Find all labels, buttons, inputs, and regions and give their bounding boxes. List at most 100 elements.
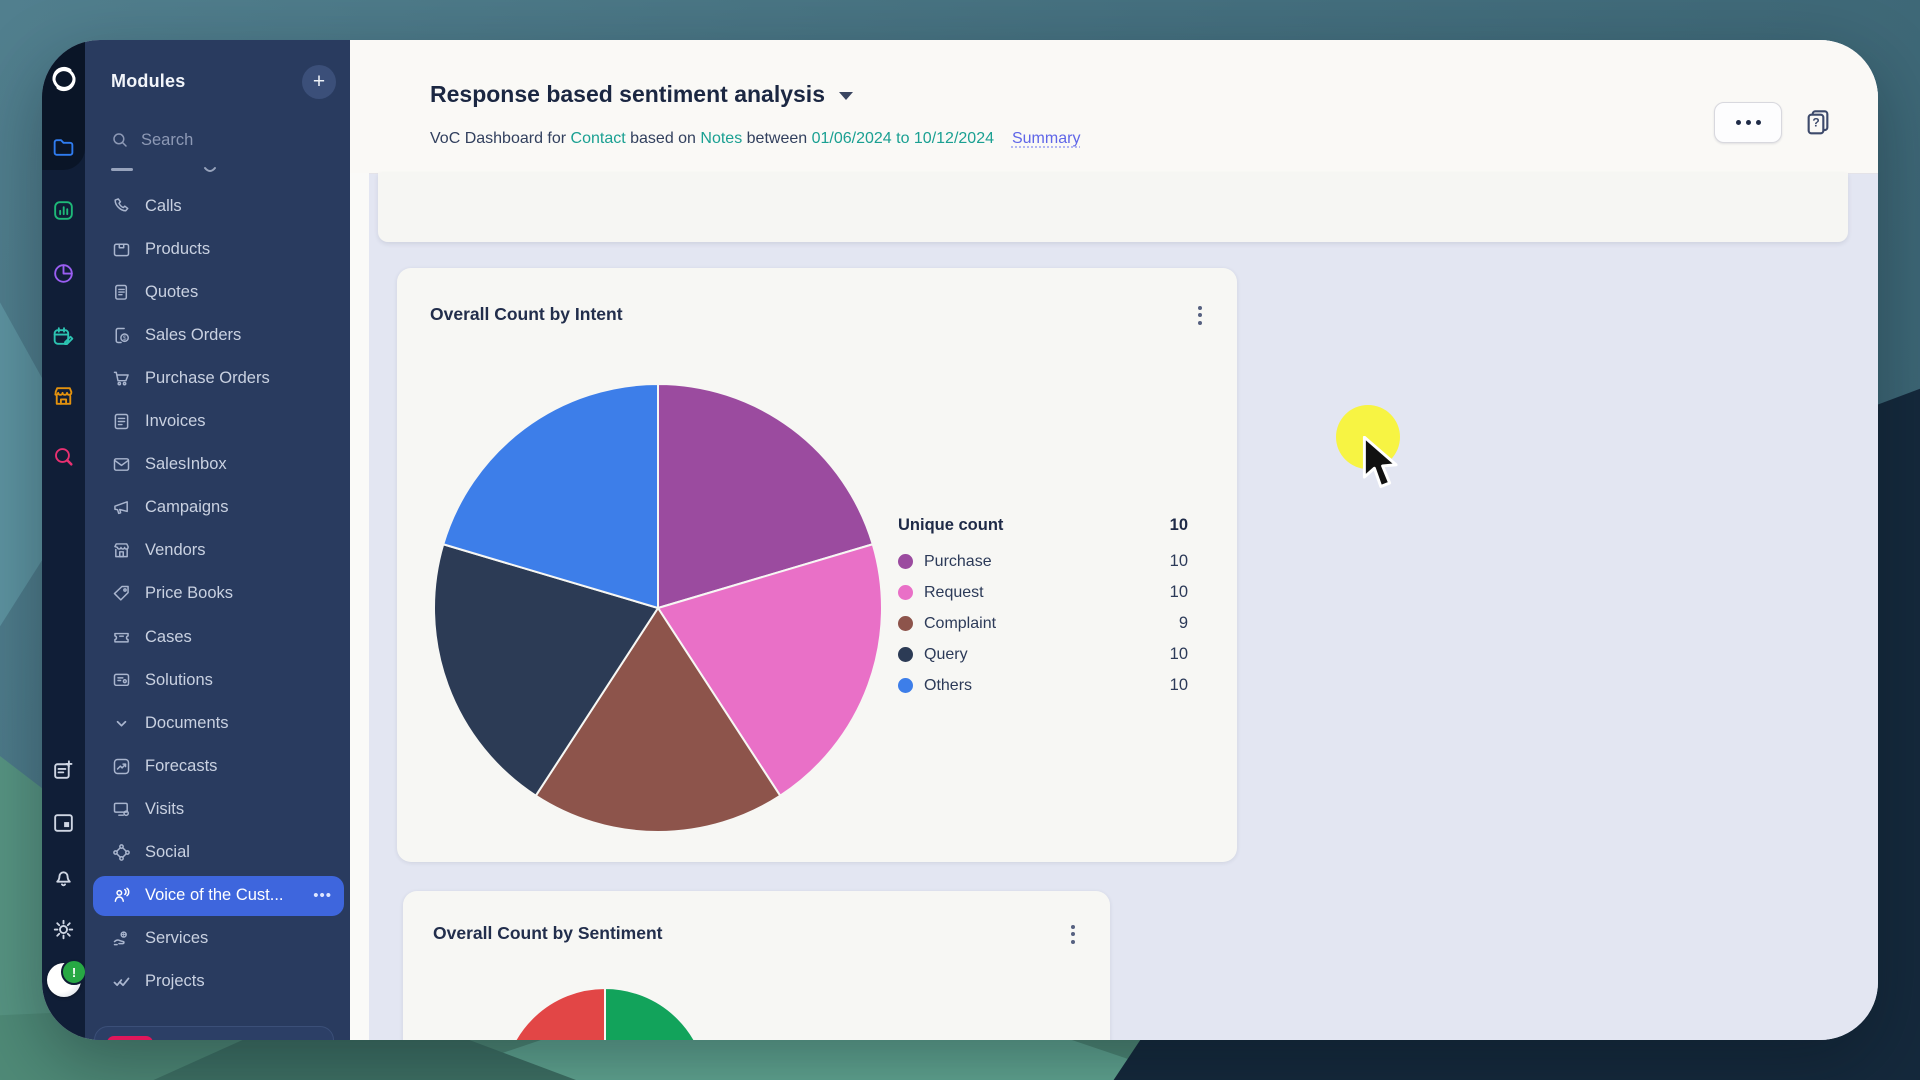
legend-label: Complaint: [924, 614, 997, 632]
subtitle-text: VoC Dashboard for Contact based on Notes…: [430, 130, 994, 147]
pie-slice-complaint[interactable]: [534, 607, 782, 833]
card-menu-kebab-icon[interactable]: [1060, 921, 1086, 947]
sidebar-item-visits[interactable]: Visits: [93, 789, 344, 829]
sidebar-item-sales-orders[interactable]: $ Sales Orders: [93, 315, 344, 355]
sidebar-item-quotes[interactable]: Quotes: [93, 272, 344, 312]
sidebar-item-label: Documents: [145, 713, 229, 732]
sidebar-item-label: Purchase Orders: [145, 368, 270, 387]
card-menu-kebab-icon[interactable]: [1187, 302, 1213, 328]
page-title: Response based sentiment analysis: [430, 81, 853, 108]
sidebar-item-voice-of-the-cust[interactable]: Voice of the Cust... •••: [93, 875, 344, 916]
sidebar-item-forecasts[interactable]: Forecasts: [93, 746, 344, 786]
mouse-cursor: [1362, 435, 1402, 495]
svg-text:?: ?: [1812, 116, 1819, 130]
intent-legend: Unique count 10 Purchase 10 Request 10 Co…: [898, 510, 1188, 701]
rail-calendar-edit-icon[interactable]: [42, 320, 85, 354]
rail-note-add-icon[interactable]: [42, 753, 85, 787]
legend-color-dot: [898, 647, 913, 662]
legend-label: Others: [924, 676, 973, 694]
sidebar-item-label: Invoices: [145, 412, 206, 430]
rail-gear-icon[interactable]: [42, 912, 85, 946]
card-title: Overall Count by Intent: [430, 304, 623, 324]
pie-slice-segment-1[interactable]: [502, 987, 606, 1040]
sidebar-item-label: Voice of the Cust...: [145, 886, 284, 905]
legend-header: Unique count 10: [898, 510, 1188, 540]
sidebar-item-services[interactable]: Services: [93, 919, 344, 959]
sidebar-item-invoices[interactable]: Invoices: [93, 402, 344, 442]
sidebar-item-salesinbox[interactable]: SalesInbox: [93, 445, 344, 485]
add-module-button[interactable]: +: [302, 65, 336, 99]
sidebar-item-vendors[interactable]: Vendors: [93, 531, 344, 571]
rail-pie-icon[interactable]: [42, 256, 85, 290]
module-search-input[interactable]: Search: [85, 122, 350, 158]
sidebar-item-solutions[interactable]: Solutions: [93, 660, 344, 700]
rail-storefront-icon[interactable]: [42, 379, 85, 413]
more-actions-button[interactable]: [1714, 102, 1782, 143]
legend-header-label: Unique count: [898, 515, 1004, 534]
dashboard-dropdown-caret[interactable]: [839, 91, 853, 100]
legend-header-value: 10: [1169, 515, 1188, 534]
legend-row: Request 10: [898, 577, 1188, 608]
legend-value: 10: [1169, 552, 1188, 570]
page-header: Response based sentiment analysis VoC Da…: [350, 40, 1878, 174]
sidebar-promo-banner[interactable]: [94, 1026, 334, 1040]
sidebar-item-label: Services: [145, 929, 209, 948]
rail-bell-icon[interactable]: [42, 859, 85, 893]
pie-slice-request[interactable]: [657, 543, 883, 797]
invoice-icon: [111, 411, 132, 432]
sidebar-item-cases[interactable]: Cases: [93, 617, 344, 657]
sidebar-item-label: Sales Orders: [145, 325, 242, 344]
sidebar-item-calls[interactable]: Calls: [93, 186, 344, 226]
tag-icon: [111, 583, 132, 604]
rail-logo-icon[interactable]: [42, 62, 85, 96]
item-more-menu-icon[interactable]: •••: [313, 887, 332, 905]
rail-calendar-icon[interactable]: [42, 805, 85, 839]
rail-chart-icon[interactable]: [42, 193, 85, 227]
sidebar-item-projects[interactable]: Projects: [93, 962, 344, 1002]
legend-label: Request: [924, 583, 984, 601]
rail-folder-icon[interactable]: [42, 130, 85, 164]
sidebar-item-price-books[interactable]: Price Books: [93, 574, 344, 614]
sidebar-item-products[interactable]: Products: [93, 229, 344, 269]
services-icon: [111, 928, 132, 949]
app-icon-rail: !: [42, 40, 87, 1040]
pie-slice-segment-0[interactable]: [604, 987, 708, 1040]
box-icon: [111, 239, 132, 260]
avatar[interactable]: !: [47, 959, 87, 997]
quote-doc-icon: [111, 282, 132, 303]
rail-zia-search-icon[interactable]: [42, 439, 85, 473]
promo-badge: [107, 1036, 153, 1040]
legend-color-dot: [898, 616, 913, 631]
legend-row: Others 10: [898, 670, 1188, 701]
phone-icon: [111, 196, 132, 217]
legend-value: 10: [1169, 645, 1188, 663]
ticket-icon: [111, 627, 132, 648]
sidebar-item-social[interactable]: Social: [93, 833, 344, 873]
forecast-icon: [111, 756, 132, 777]
pie-slice-purchase[interactable]: [657, 383, 874, 609]
store-icon: [111, 540, 132, 561]
pie-slice-query[interactable]: [433, 543, 659, 797]
pie-slice-others[interactable]: [442, 383, 659, 609]
legend-row: Purchase 10: [898, 546, 1188, 577]
help-docs-icon[interactable]: ?: [1802, 106, 1834, 138]
sidebar-item-label: Price Books: [145, 584, 234, 603]
sidebar-item-purchase-orders[interactable]: Purchase Orders: [93, 358, 344, 398]
search-placeholder: Search: [141, 130, 194, 149]
sidebar-item-label: Cases: [145, 627, 192, 646]
sidebar-item-label: Solutions: [145, 670, 213, 689]
sidebar-item-label: Calls: [145, 196, 182, 215]
sidebar-item-campaigns[interactable]: Campaigns: [93, 488, 344, 528]
sidebar-item-documents[interactable]: Documents: [93, 703, 344, 743]
sidebar-item-label: SalesInbox: [145, 455, 227, 474]
scrolled-card-remnant: [378, 173, 1848, 242]
summary-link[interactable]: Summary: [1011, 130, 1081, 147]
sidebar-item-label: Quotes: [145, 282, 199, 301]
sentiment-chart-card: Overall Count by Sentiment: [403, 891, 1110, 1040]
voice-icon: [111, 885, 132, 906]
legend-value: 10: [1169, 676, 1188, 694]
social-icon: [111, 842, 132, 863]
avatar-alert-badge: !: [61, 959, 87, 985]
main-area: Response based sentiment analysis VoC Da…: [350, 40, 1878, 1040]
legend-value: 10: [1169, 583, 1188, 601]
